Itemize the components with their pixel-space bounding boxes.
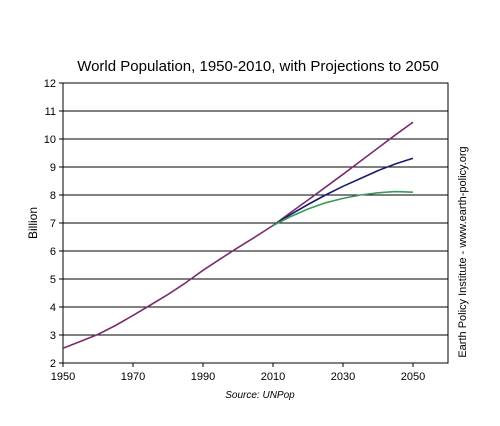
- y-tick-label: 5: [50, 274, 56, 286]
- series-group: [62, 121, 414, 349]
- chart-title: World Population, 1950-2010, with Projec…: [77, 58, 439, 75]
- grid: [63, 110, 448, 336]
- y-tick-label: 6: [50, 246, 56, 258]
- y-axis-ticks: 2 3 4 5 6 7 8 9 10 11 12: [44, 78, 63, 370]
- y-tick-label: 12: [44, 78, 56, 90]
- y-tick-label: 9: [50, 162, 56, 174]
- series-line-1: [62, 121, 414, 349]
- series-line-2: [272, 157, 414, 227]
- x-tick-label: 2050: [401, 371, 425, 383]
- x-tick-label: 2030: [331, 371, 355, 383]
- source-note: Source: UNPop: [225, 390, 295, 401]
- x-tick-label: 1990: [191, 371, 215, 383]
- x-tick-label: 2010: [261, 371, 285, 383]
- series-line-3: [272, 190, 414, 227]
- x-tick-label: 1970: [121, 371, 145, 383]
- y-tick-label: 7: [50, 218, 56, 230]
- y-tick-label: 4: [50, 302, 56, 314]
- x-tick-label: 1950: [51, 371, 75, 383]
- y-tick-label: 8: [50, 190, 56, 202]
- y-axis-label: Billion: [26, 207, 40, 239]
- y-tick-label: 2: [50, 358, 56, 370]
- side-note: Earth Policy Institute - www.earth-polic…: [457, 146, 469, 357]
- y-tick-label: 10: [44, 134, 56, 146]
- y-tick-label: 11: [45, 106, 56, 118]
- y-tick-label: 3: [50, 330, 56, 342]
- x-axis-ticks: 1950 1970 1990 2010 2030 2050: [51, 363, 425, 383]
